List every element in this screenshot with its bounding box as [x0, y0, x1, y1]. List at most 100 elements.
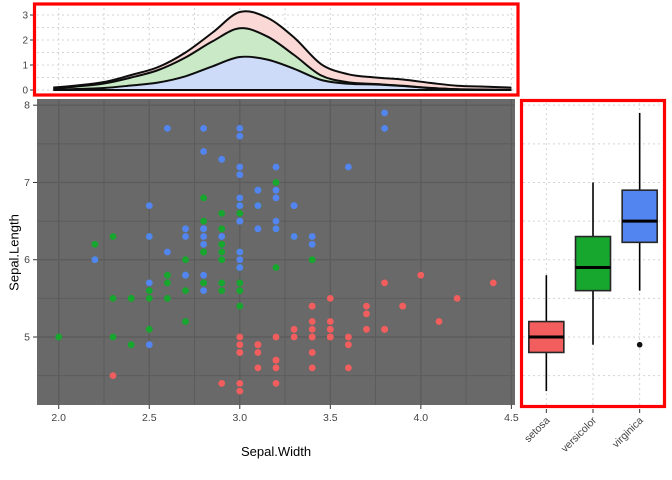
scatter-point-virginica: [145, 233, 153, 240]
scatter-point-versicolor: [145, 295, 153, 302]
scatter-point-virginica: [290, 202, 298, 210]
scatter-point-versicolor: [164, 295, 171, 302]
scatter-point-versicolor: [218, 256, 226, 264]
annotation-rect-boxplot: [519, 98, 667, 409]
scatter-point-versicolor: [218, 248, 226, 256]
scatter-point-virginica: [345, 163, 352, 171]
scatter-point-virginica: [236, 248, 244, 256]
scatter-point-virginica: [236, 264, 244, 271]
scatter-point-setosa: [254, 364, 262, 372]
scatter-point-versicolor: [55, 333, 63, 341]
scatter-point-versicolor: [236, 279, 244, 287]
scatter-point-virginica: [200, 287, 208, 294]
scatter-point-versicolor: [200, 279, 208, 287]
scatter-point-virginica: [236, 163, 244, 171]
scatter-point-versicolor: [91, 240, 99, 248]
scatter-point-virginica: [381, 124, 388, 132]
scatter-point-virginica: [182, 233, 189, 240]
scatter-x-tick-label: 4.0: [414, 412, 429, 424]
scatter-point-virginica: [182, 225, 189, 233]
scatter-point-setosa: [417, 271, 425, 279]
scatter-panel: 2.0 2.5 3.0 3.5 4.0 4.5 5 6 7 8: [24, 99, 519, 424]
scatter-point-setosa: [254, 349, 262, 356]
scatter-point-versicolor: [200, 217, 208, 225]
scatter-point-setosa: [308, 364, 316, 372]
scatter-point-setosa: [290, 325, 298, 333]
scatter-point-setosa: [290, 333, 298, 341]
scatter-point-setosa: [236, 387, 244, 395]
scatter-point-virginica: [91, 256, 99, 264]
scatter-point-setosa: [308, 333, 316, 341]
density-y-tick-label: 2: [22, 36, 28, 47]
scatter-x-tick-label: 3.0: [232, 412, 247, 424]
scatter-point-setosa: [381, 325, 388, 333]
scatter-point-setosa: [218, 380, 226, 387]
annotation-rect-density: [32, 2, 520, 97]
boxplot-panel: setosa versicolor virginica: [522, 103, 663, 455]
scatter-x-tick-label: 3.5: [323, 412, 338, 424]
scatter-point-versicolor: [218, 225, 226, 233]
scatter-point-setosa: [308, 302, 316, 310]
density-curve-versicolor: [53, 27, 512, 91]
scatter-point-setosa: [308, 318, 316, 325]
scatter-point-versicolor: [145, 287, 153, 294]
density-y-tick-label: 3: [22, 11, 28, 22]
scatter-point-setosa: [308, 349, 316, 356]
scatter-point-setosa: [272, 380, 280, 387]
scatter-point-setosa: [272, 356, 280, 364]
scatter-point-versicolor: [272, 264, 280, 271]
scatter-point-setosa: [399, 302, 407, 310]
boxplot-category-label: virginica: [610, 415, 646, 451]
scatter-point-versicolor: [218, 210, 226, 217]
scatter-point-virginica: [272, 225, 280, 233]
scatter-point-virginica: [381, 109, 388, 117]
scatter-point-virginica: [254, 225, 262, 233]
scatter-point-virginica: [164, 248, 171, 256]
scatter-point-versicolor: [236, 287, 244, 294]
scatter-point-versicolor: [308, 256, 316, 264]
x-axis-title: Sepal.Width: [240, 444, 312, 459]
scatter-point-setosa: [345, 364, 352, 372]
scatter-point-setosa: [435, 318, 443, 325]
scatter-point-versicolor: [218, 279, 226, 287]
scatter-point-setosa: [109, 372, 117, 379]
scatter-point-virginica: [200, 148, 208, 155]
scatter-point-virginica: [236, 217, 244, 225]
scatter-point-versicolor: [127, 295, 135, 302]
scatter-point-virginica: [272, 194, 280, 202]
scatter-point-virginica: [236, 194, 244, 202]
scatter-point-setosa: [236, 333, 244, 341]
scatter-point-virginica: [145, 202, 153, 210]
scatter-point-virginica: [254, 202, 262, 210]
scatter-point-versicolor: [182, 318, 189, 325]
scatter-point-virginica: [272, 217, 280, 225]
scatter-point-versicolor: [164, 279, 171, 287]
scatter-point-versicolor: [127, 341, 135, 349]
scatter-point-setosa: [326, 295, 334, 302]
y-axis-title: Sepal.Length: [6, 214, 22, 291]
scatter-point-setosa: [272, 364, 280, 372]
boxplot-category-label: setosa: [522, 415, 552, 445]
scatter-point-virginica: [164, 124, 171, 132]
scatter-point-setosa: [453, 295, 461, 302]
scatter-point-setosa: [236, 349, 244, 356]
scatter-point-virginica: [200, 124, 208, 132]
scatter-point-setosa: [326, 318, 334, 325]
scatter-y-tick-label: 5: [24, 332, 30, 344]
scatter-point-virginica: [236, 202, 244, 210]
scatter-point-versicolor: [236, 210, 244, 217]
scatter-point-versicolor: [145, 325, 153, 333]
scatter-point-setosa: [363, 325, 370, 333]
boxplot-outlier-virginica: [636, 341, 643, 348]
boxplot-box-virginica: [621, 189, 658, 244]
scatter-x-tick-label: 2.5: [142, 412, 157, 424]
scatter-point-setosa: [363, 310, 370, 318]
scatter-point-virginica: [218, 233, 226, 240]
density-curve-setosa: [53, 10, 512, 89]
scatter-point-versicolor: [200, 248, 208, 256]
scatter-point-setosa: [381, 279, 388, 287]
scatter-point-virginica: [200, 271, 208, 279]
scatter-point-versicolor: [109, 333, 117, 341]
scatter-point-setosa: [236, 341, 244, 349]
